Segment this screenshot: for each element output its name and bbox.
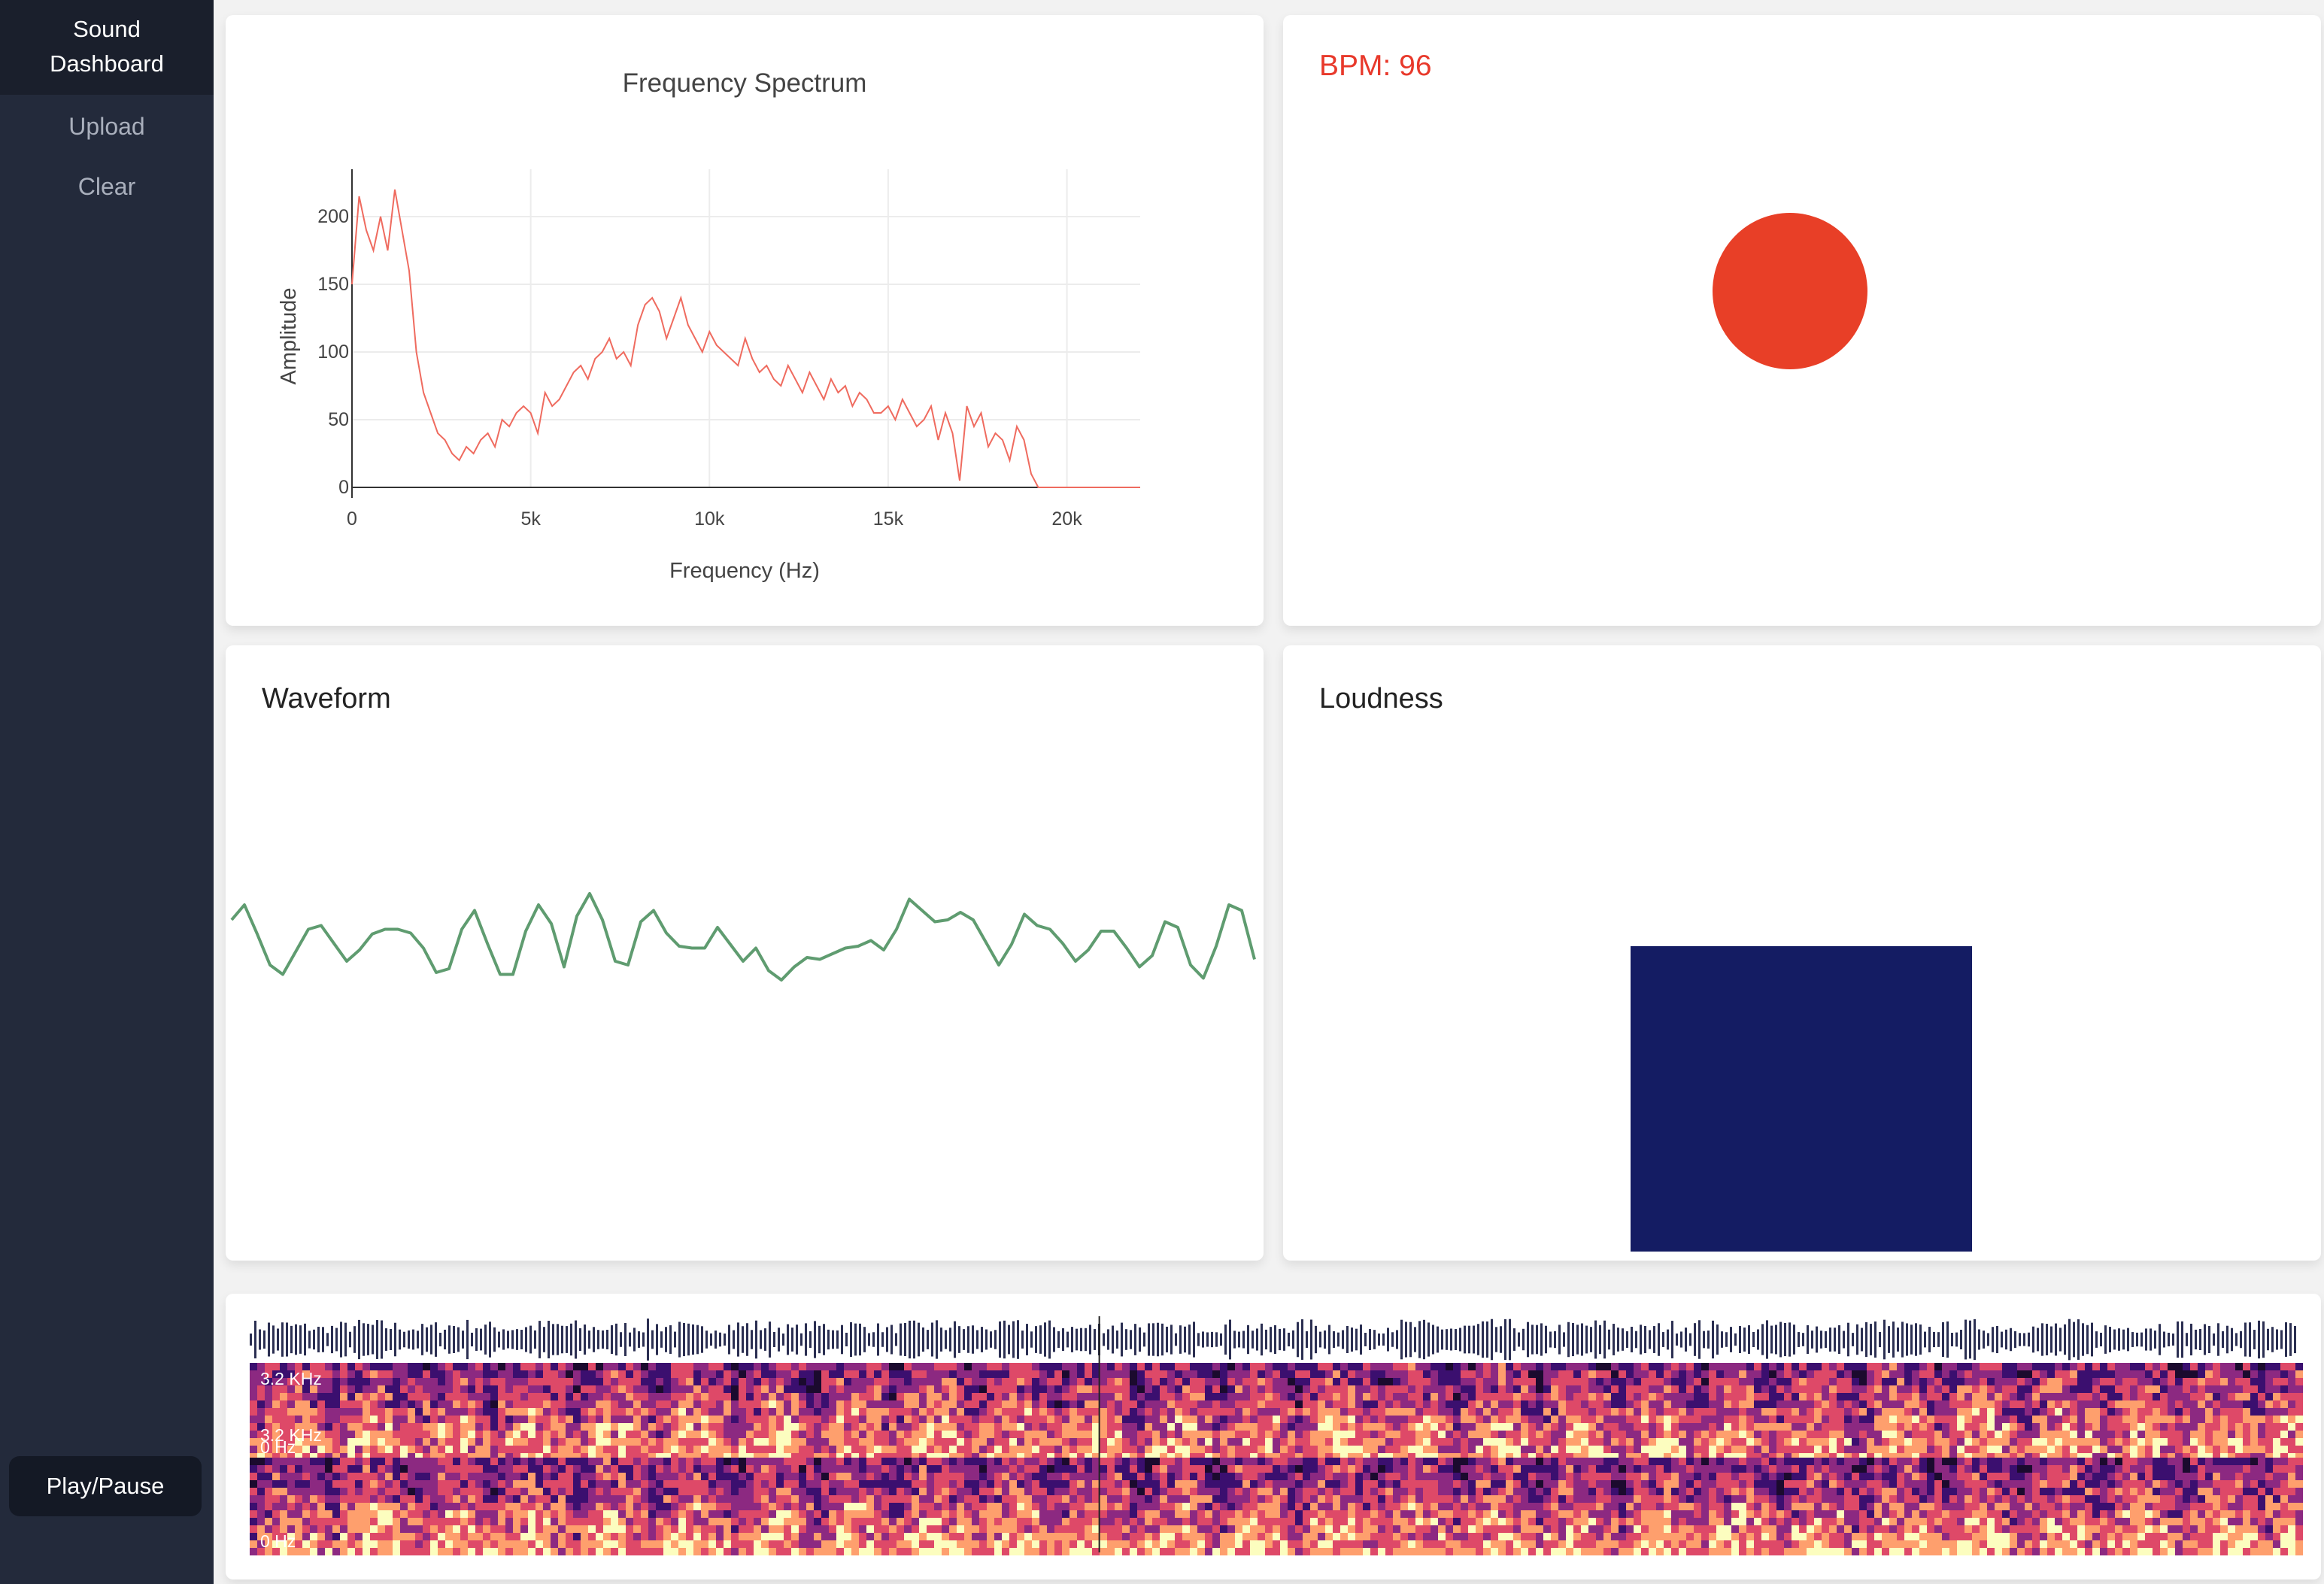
beat-indicator-dot xyxy=(1713,213,1867,369)
loudness-bar xyxy=(1631,946,1972,1252)
freq-bottom-label: 0 Hz xyxy=(260,1531,296,1551)
frequency-spectrum-chart[interactable]: 0 5k 10k 15k 20k 0 50 100 150 200 Frequency Spectr… xyxy=(226,15,1264,626)
waveform-line xyxy=(230,892,1256,982)
x-axis-label: Frequency (Hz) xyxy=(669,559,820,583)
loudness-title: Loudness xyxy=(1319,683,1443,715)
play-pause-button[interactable]: Play/Pause xyxy=(9,1456,202,1516)
waveform-title: Waveform xyxy=(262,683,391,715)
frequency-spectrum-card: 0 5k 10k 15k 20k 0 50 100 150 200 Frequency Spectr… xyxy=(226,15,1264,626)
app-title: Sound Dashboard xyxy=(0,0,214,95)
y-tick-label: 200 xyxy=(317,206,349,227)
spectrogram-channel xyxy=(250,1458,2303,1555)
spectrogram-channel xyxy=(250,1363,2303,1461)
x-tick-label: 20k xyxy=(1051,508,1082,530)
upload-link[interactable]: Upload xyxy=(68,113,145,140)
sidebar: Sound Dashboard Upload Clear Play/Pause xyxy=(0,0,214,1584)
loudness-card: Loudness xyxy=(1283,645,2321,1261)
y-tick-label: 150 xyxy=(317,274,349,295)
x-tick-label: 0 xyxy=(347,508,357,530)
waveform-plot xyxy=(230,892,1256,982)
x-tick-label: 5k xyxy=(520,508,541,530)
freq-top-label: 3.2 KHz xyxy=(260,1369,322,1388)
y-tick-label: 100 xyxy=(317,341,349,363)
freq-bottom-label: 0 Hz xyxy=(260,1437,296,1457)
y-tick-label: 0 xyxy=(338,477,349,498)
mini-waveform[interactable] xyxy=(250,1318,2296,1361)
spectrogram-card: 3.2 KHz 3.2 KHz 0 Hz 0 Hz xyxy=(226,1294,2321,1579)
bpm-card: BPM: 96 xyxy=(1283,15,2321,626)
y-axis-label: Amplitude xyxy=(277,288,301,385)
y-tick-label: 50 xyxy=(328,409,349,430)
spectrum-chart-title: Frequency Spectrum xyxy=(623,68,867,98)
clear-link[interactable]: Clear xyxy=(77,173,136,200)
x-tick-label: 10k xyxy=(694,508,725,530)
waveform-card: Waveform xyxy=(226,645,1264,1261)
x-tick-label: 15k xyxy=(873,508,904,530)
bpm-label: BPM: 96 xyxy=(1319,50,1432,82)
spectrum-series-line xyxy=(351,189,1140,488)
freq-top-label: 3.2 KHz xyxy=(260,1425,322,1445)
